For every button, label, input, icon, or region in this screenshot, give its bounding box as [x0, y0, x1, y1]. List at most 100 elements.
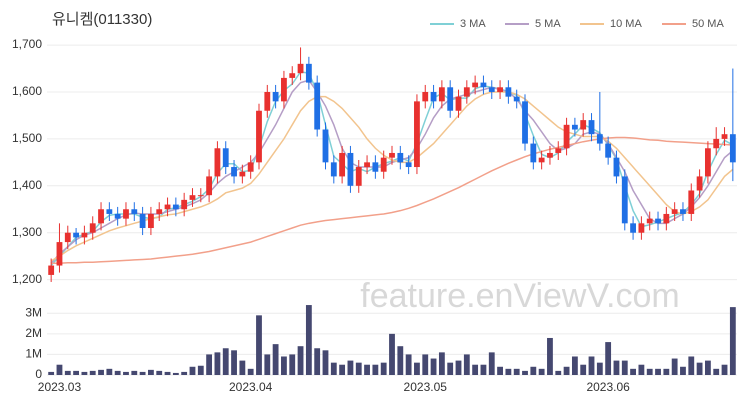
volume-bar: [522, 370, 528, 375]
candle-body: [463, 87, 470, 97]
legend-label: 10 MA: [610, 18, 642, 30]
y-tick-label: 1,700: [12, 37, 42, 51]
candle-body: [347, 152, 354, 186]
volume-bar: [289, 354, 296, 375]
candle-body: [114, 213, 121, 219]
volume-bar: [513, 368, 520, 375]
candle-body: [305, 63, 312, 83]
candle-body: [513, 96, 520, 102]
x-tick-label: 2023.06: [586, 380, 630, 394]
candle-body: [89, 223, 96, 233]
volume-bar: [596, 362, 603, 375]
watermark: feature.enViewV.com: [360, 277, 679, 315]
candle-body: [704, 148, 711, 177]
volume-bar: [48, 371, 55, 375]
candle-body: [680, 209, 686, 214]
candle-body: [547, 152, 553, 158]
volume-bar: [721, 364, 728, 375]
volume-bar: [372, 364, 379, 375]
volume-bar: [547, 337, 553, 375]
legend-label: 50 MA: [692, 18, 724, 30]
x-tick-label: 2023.05: [404, 380, 448, 394]
ma-line: [50, 70, 734, 267]
volume-bar: [463, 354, 470, 375]
y-tick-label: 1,400: [12, 178, 42, 192]
volume-bar: [563, 366, 570, 375]
volume-bar: [364, 364, 370, 375]
candle-body: [605, 143, 612, 158]
candle-body: [638, 223, 645, 233]
volume-bar: [114, 370, 121, 375]
volume-bar: [505, 368, 512, 375]
candle-body: [646, 218, 653, 224]
candle-body: [596, 134, 603, 144]
volume-bar: [164, 371, 171, 375]
volume-bar: [713, 368, 720, 375]
volume-bar: [89, 370, 96, 375]
candle-body: [480, 82, 487, 88]
candle-body: [555, 148, 562, 153]
candle-body: [455, 96, 462, 111]
candle-body: [397, 152, 404, 163]
x-tick-label: 2023.04: [229, 380, 273, 394]
legend-label: 3 MA: [460, 18, 486, 30]
candle-body: [264, 91, 271, 111]
candle-body: [613, 157, 620, 177]
candle-body: [56, 242, 63, 266]
candle-body: [422, 91, 429, 102]
volume-bar: [330, 362, 337, 375]
candle-body: [181, 199, 188, 210]
candle-body: [497, 87, 503, 92]
candle-body: [355, 167, 362, 186]
candle-body: [339, 152, 346, 177]
candle-body: [414, 101, 420, 168]
candle-body: [256, 110, 262, 163]
volume-bar: [488, 352, 495, 375]
candle-body: [314, 82, 321, 130]
y-tick-label: 3M: [25, 305, 42, 319]
volume-bar: [139, 371, 146, 375]
legend-label: 5 MA: [535, 18, 561, 30]
candle-body: [430, 91, 437, 102]
volume-bar: [231, 350, 237, 375]
candle-body: [206, 176, 213, 196]
volume-bar: [206, 354, 213, 375]
x-tick-label: 2023.03: [38, 380, 82, 394]
volume-bar: [148, 369, 154, 375]
volume-bar: [106, 368, 113, 375]
candle-body: [98, 209, 104, 224]
volume-bar: [455, 360, 462, 375]
volume-bar: [98, 369, 104, 375]
volume-bar: [172, 372, 179, 375]
volume-bar: [655, 368, 661, 375]
candle-body: [281, 77, 287, 102]
candle-body: [472, 82, 479, 88]
volume-bar: [688, 356, 695, 375]
volume-bar: [530, 366, 537, 375]
candle-body: [721, 134, 728, 139]
candle-body: [172, 204, 179, 210]
candle-body: [106, 209, 113, 214]
volume-bar: [414, 362, 420, 375]
candle-body: [364, 162, 370, 168]
volume-bar: [272, 344, 279, 375]
volume-bar: [555, 370, 562, 375]
volume-bar: [56, 364, 63, 375]
candle-body: [389, 152, 395, 158]
y-tick-label: 1,300: [12, 225, 42, 239]
volume-bar: [571, 356, 578, 375]
ma-line: [51, 136, 733, 264]
candle-body: [330, 162, 337, 177]
candle-body: [156, 209, 163, 214]
candle-body: [655, 218, 661, 224]
volume-bar: [156, 370, 163, 375]
candle-body: [438, 87, 445, 102]
candle-body: [696, 176, 703, 191]
volume-bar: [264, 354, 271, 375]
candle-body: [630, 223, 636, 233]
candle-body: [488, 87, 495, 92]
candle-body: [189, 195, 196, 200]
candle-body: [372, 162, 379, 172]
ma-line: [50, 91, 734, 262]
